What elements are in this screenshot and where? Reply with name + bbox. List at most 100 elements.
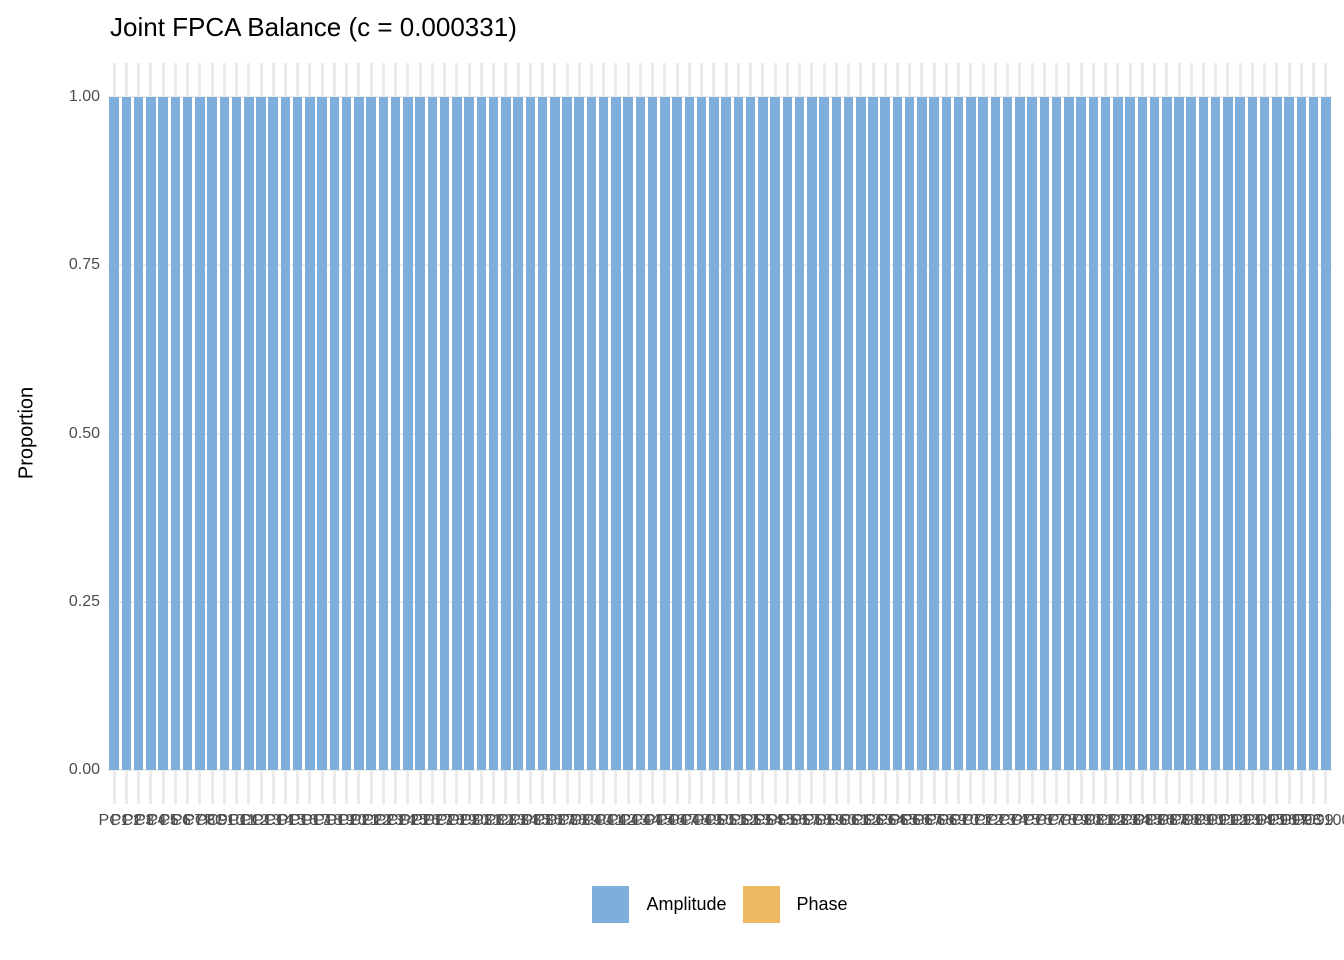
bar-segment-amplitude bbox=[1235, 97, 1245, 770]
bar-segment-amplitude bbox=[831, 97, 842, 770]
bar-segment-amplitude bbox=[721, 97, 731, 770]
bar-segment-amplitude bbox=[146, 97, 156, 770]
legend-key-swatch bbox=[592, 886, 630, 923]
x-tick-label: PC63 bbox=[852, 812, 894, 829]
bar-segment-amplitude bbox=[341, 97, 352, 770]
bar-segment-amplitude bbox=[892, 97, 903, 770]
bar-segment-amplitude bbox=[1186, 97, 1197, 770]
bar-segment-amplitude bbox=[256, 97, 266, 770]
bar-segment-amplitude bbox=[207, 97, 217, 770]
x-tick-label: PC93 bbox=[1220, 812, 1261, 829]
bar-segment-amplitude bbox=[794, 97, 805, 770]
bar-segment-amplitude bbox=[1002, 97, 1013, 770]
bar-segment-amplitude bbox=[672, 97, 682, 770]
x-tick-label: PC48 bbox=[669, 812, 710, 829]
x-tick-label: PC5 bbox=[147, 812, 179, 829]
horizontal-gridline bbox=[108, 600, 1332, 603]
legend-label: Phase bbox=[796, 894, 848, 914]
bar-segment-amplitude bbox=[439, 97, 450, 770]
bar-segment-amplitude bbox=[611, 97, 621, 770]
x-tick-label: PC17 bbox=[289, 812, 330, 829]
bar-segment-amplitude bbox=[219, 97, 230, 770]
x-tick-label: PC2 bbox=[110, 812, 142, 829]
x-tick-label: PC52 bbox=[718, 812, 759, 829]
x-tick-label: PC45 bbox=[632, 812, 673, 829]
x-tick-label: PC31 bbox=[461, 812, 502, 829]
legend-key-swatch bbox=[742, 886, 780, 923]
bar-segment-amplitude bbox=[1272, 97, 1282, 770]
x-axis-tick-labels: PC1 PC2 PC3 PC4 PC5 PC6 PC7 PC8 PC9 PC10 PC11 PC12 P… bbox=[99, 812, 1344, 836]
x-tick-label: PC3 bbox=[123, 812, 155, 829]
bar-segment-amplitude bbox=[623, 97, 633, 770]
bar-segment-amplitude bbox=[292, 97, 303, 770]
x-tick-label: PC32 bbox=[473, 812, 514, 829]
x-tick-label: PC35 bbox=[510, 812, 551, 829]
x-tick-label: PC80 bbox=[1061, 812, 1102, 829]
bar-segment-amplitude bbox=[1210, 97, 1221, 770]
x-tick-label: PC33 bbox=[485, 812, 526, 829]
horizontal-gridline bbox=[108, 96, 1332, 98]
bar-segment-amplitude bbox=[231, 97, 242, 770]
x-tick-label: PC94 bbox=[1232, 812, 1273, 829]
x-tick-label: PC26 bbox=[400, 812, 441, 829]
chart-title: Joint FPCA Balance (c = 0.000331) bbox=[110, 12, 517, 42]
x-tick-label: PC87 bbox=[1146, 812, 1187, 829]
bar-segment-amplitude bbox=[158, 97, 168, 770]
x-tick-label: PC64 bbox=[865, 812, 906, 829]
bar-segment-amplitude bbox=[807, 97, 817, 770]
y-tick-label: 0.25 bbox=[68, 592, 100, 610]
y-tick-label: 1.00 bbox=[68, 88, 100, 105]
bar-segment-amplitude bbox=[1247, 97, 1258, 770]
x-tick-label: PC91 bbox=[1195, 812, 1236, 829]
bar-segment-amplitude bbox=[733, 97, 744, 770]
x-tick-label: PC66 bbox=[889, 812, 930, 829]
legend-item-amplitude: Amplitude bbox=[592, 886, 727, 923]
x-tick-label: PC24 bbox=[375, 812, 416, 829]
bar-segment-amplitude bbox=[745, 97, 756, 770]
bar-segment-amplitude bbox=[195, 97, 205, 770]
x-tick-label: PC40 bbox=[571, 812, 612, 829]
x-tick-label: PC36 bbox=[522, 812, 563, 829]
bar-segment-amplitude bbox=[953, 97, 964, 770]
x-tick-label: PC99 bbox=[1293, 812, 1334, 829]
x-tick-label: PC75 bbox=[999, 812, 1040, 829]
x-tick-label: PC42 bbox=[595, 812, 636, 829]
x-tick-label: PC56 bbox=[767, 812, 808, 829]
x-tick-label: PC19 bbox=[314, 812, 355, 829]
bar-segment-amplitude bbox=[562, 97, 572, 770]
x-tick-label: PC57 bbox=[779, 812, 820, 829]
bar-segment-amplitude bbox=[966, 97, 976, 770]
y-tick-label: 0.00 bbox=[68, 761, 100, 778]
bar-segment-amplitude bbox=[366, 97, 376, 770]
x-tick-label: PC74 bbox=[987, 812, 1028, 829]
x-tick-label: PC100 bbox=[1301, 812, 1344, 829]
bar-segment-amplitude bbox=[1100, 97, 1111, 770]
x-tick-label: PC88 bbox=[1158, 812, 1200, 829]
x-tick-label: PC65 bbox=[877, 812, 918, 829]
x-tick-label: PC46 bbox=[644, 812, 685, 829]
bar-segment-amplitude bbox=[378, 97, 389, 770]
bar-segment-amplitude bbox=[684, 97, 695, 770]
x-tick-label: PC60 bbox=[816, 812, 857, 829]
bar-segment-amplitude bbox=[929, 97, 939, 770]
bar-segment-amplitude bbox=[586, 97, 597, 770]
bar-segment-amplitude bbox=[354, 97, 364, 770]
x-tick-label: PC1 bbox=[98, 812, 130, 829]
horizontal-gridline bbox=[108, 264, 1332, 267]
bar-segment-amplitude bbox=[525, 97, 536, 770]
x-tick-label: PC70 bbox=[938, 812, 979, 829]
x-tick-label: PC61 bbox=[828, 812, 869, 829]
bar-segment-amplitude bbox=[170, 97, 181, 770]
bar-segment-amplitude bbox=[1259, 97, 1270, 770]
x-tick-label: PC82 bbox=[1085, 812, 1126, 829]
bar-segment-amplitude bbox=[819, 97, 829, 770]
x-tick-label: PC81 bbox=[1073, 812, 1114, 829]
bar-segment-amplitude bbox=[317, 97, 327, 770]
x-tick-label: PC95 bbox=[1244, 812, 1285, 829]
x-tick-label: PC51 bbox=[706, 812, 747, 829]
x-tick-label: PC34 bbox=[498, 812, 539, 829]
x-tick-label: PC30 bbox=[449, 812, 490, 829]
x-tick-label: PC23 bbox=[363, 812, 404, 829]
bar-segment-amplitude bbox=[1113, 97, 1123, 770]
x-tick-label: PC12 bbox=[228, 812, 269, 829]
